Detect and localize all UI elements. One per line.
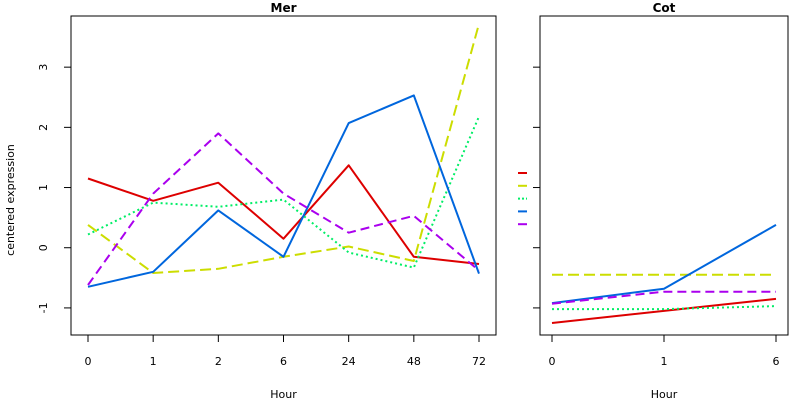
panel-mer-y-ticks: -1 0 1 2 3 [37,64,71,313]
x-tick-label: 6 [773,355,780,368]
y-axis-label: centered expression [4,144,17,256]
panel-cot-x-ticks: 0 1 6 [549,335,780,368]
x-tick-label: 2 [215,355,222,368]
panel-mer-title: Mer [271,1,297,15]
panel-mer-series [87,23,480,288]
panel-mer: Mer Hour 0 1 2 6 24 48 72 -1 0 1 2 3 [37,1,497,400]
x-tick-label: 1 [150,355,157,368]
panel-cot-y-ticks [533,66,540,309]
panel-mer-x-ticks: 0 1 2 6 24 48 72 [85,335,486,368]
y-tick-label: 0 [37,244,50,251]
panel-cot-x-axis-label: Hour [651,388,678,400]
y-tick-label: 2 [37,124,50,131]
y-tick-label: 3 [37,64,50,71]
y-tick-label: 1 [37,184,50,191]
y-tick-label: -1 [37,302,50,313]
x-tick-label: 1 [661,355,668,368]
x-tick-label: 72 [472,355,486,368]
series-line-1 [87,164,480,265]
series-line-4 [551,224,777,305]
series-line-4 [87,94,480,288]
panel-mer-x-axis-label: Hour [270,388,297,400]
series-line-5 [87,132,480,286]
panel-cot-series [551,224,777,324]
x-tick-label: 48 [407,355,421,368]
panel-cot: Cot Hour 0 1 6 [533,1,789,400]
series-line-3 [552,305,777,311]
x-tick-label: 6 [280,355,287,368]
panel-cot-title: Cot [653,1,676,15]
panel-mer-frame [70,15,497,336]
series-line-1 [551,297,777,324]
x-tick-label: 24 [342,355,356,368]
panel-cot-frame [539,15,789,336]
series-line-2 [87,23,480,274]
x-tick-label: 0 [549,355,556,368]
x-tick-label: 0 [85,355,92,368]
series-line-5 [551,290,776,305]
legend [518,172,527,226]
series-line-3 [87,116,480,269]
